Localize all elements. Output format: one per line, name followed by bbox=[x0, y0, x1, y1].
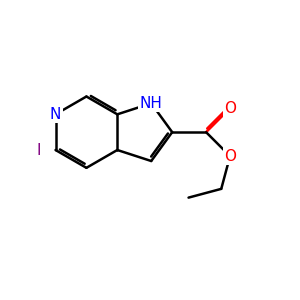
Text: O: O bbox=[224, 148, 236, 164]
Text: N: N bbox=[50, 107, 61, 122]
Text: NH: NH bbox=[140, 96, 163, 111]
Text: I: I bbox=[37, 142, 41, 158]
Text: O: O bbox=[224, 101, 236, 116]
